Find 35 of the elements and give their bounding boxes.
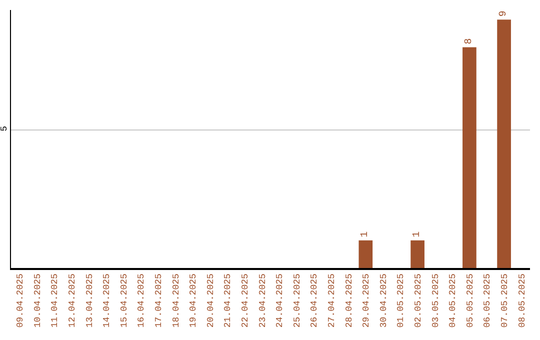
x-tick-label: 18.04.2025 — [171, 274, 182, 328]
x-tick-label: 23.04.2025 — [258, 274, 268, 328]
x-tick-label: 15.04.2025 — [119, 274, 130, 328]
x-tick-label: 07.05.2025 — [500, 274, 510, 328]
x-tick-label: 04.05.2025 — [448, 274, 458, 328]
x-tick-label: 17.04.2025 — [154, 274, 164, 328]
data-label: 8 — [464, 38, 475, 44]
x-tick-label: 22.04.2025 — [240, 274, 250, 328]
x-tick-label: 20.04.2025 — [206, 274, 216, 328]
x-tick-label: 16.04.2025 — [136, 274, 147, 328]
x-tick-label: 19.04.2025 — [188, 274, 199, 328]
x-tick-label: 08.05.2025 — [517, 274, 528, 328]
x-tick-label: 02.05.2025 — [413, 274, 424, 328]
x-tick-label: 01.05.2025 — [396, 274, 406, 328]
x-tick-label: 21.04.2025 — [223, 274, 234, 328]
x-tick-label: 26.04.2025 — [310, 274, 320, 328]
x-tick-label: 06.05.2025 — [482, 274, 493, 328]
x-tick-label: 10.04.2025 — [32, 274, 43, 328]
data-label: 1 — [360, 231, 372, 238]
x-tick-label: 29.04.2025 — [362, 274, 372, 328]
x-tick-label: 05.05.2025 — [465, 274, 476, 328]
x-tick-label: 24.04.2025 — [275, 274, 286, 328]
x-tick-label: 03.05.2025 — [430, 274, 441, 328]
x-tick-label: 28.04.2025 — [344, 274, 354, 328]
x-tick-label: 25.04.2025 — [292, 274, 302, 328]
x-tick-label: 09.04.2025 — [16, 274, 26, 328]
x-tick-label: 30.04.2025 — [378, 274, 389, 328]
x-tick-label: 14.04.2025 — [102, 274, 112, 328]
x-tick-label: 12.04.2025 — [67, 274, 78, 328]
x-tick-label: 13.04.2025 — [84, 274, 95, 328]
x-tick-label: 27.04.2025 — [326, 274, 337, 328]
x-tick-label: 11.04.2025 — [50, 274, 60, 328]
data-label: 1 — [412, 231, 424, 238]
data-label: 9 — [498, 10, 510, 17]
y-tick-label: 5 — [0, 126, 10, 132]
